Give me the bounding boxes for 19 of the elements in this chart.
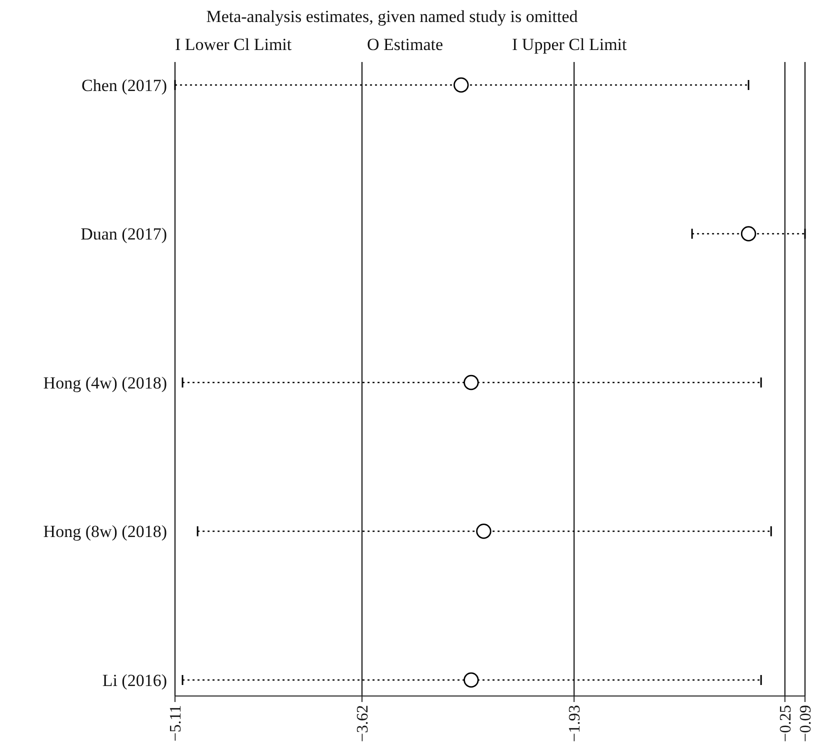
y-tick-label: Chen (2017) <box>82 76 167 95</box>
text: I Upper Cl Limit <box>512 35 628 54</box>
text: O Estimate <box>367 35 444 54</box>
x-tick-label: −0.25 <box>778 705 795 742</box>
chart-title: Meta-analysis estimates, given named study is omitted <box>206 7 578 26</box>
y-tick-label: Duan (2017) <box>80 224 167 244</box>
point <box>464 672 479 688</box>
x-tick-label: −1.93 <box>566 705 584 742</box>
point <box>454 77 469 93</box>
x-tick-label: −5.11 <box>168 705 185 742</box>
y-tick-label: Hong (4w) (2018) <box>43 373 167 392</box>
point <box>464 374 479 390</box>
x-tick-label: −3.62 <box>354 705 372 742</box>
point <box>740 226 756 242</box>
y-tick-label: Li (2016) <box>102 670 167 690</box>
text: I Lower Cl Limit <box>175 35 292 54</box>
x-tick-label: −0.09 <box>798 705 815 742</box>
y-tick-label: Hong (8w) (2018) <box>43 522 167 542</box>
point <box>476 524 492 539</box>
